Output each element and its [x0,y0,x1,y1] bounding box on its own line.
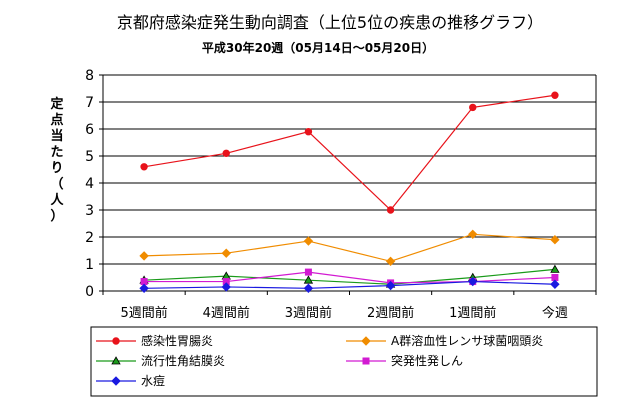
y-axis-label-char: 人 [50,192,64,208]
data-point [385,280,396,291]
series-line [144,233,555,262]
legend-marker [111,356,121,365]
series-2 [139,229,560,267]
data-point [221,282,231,292]
grid-lines [103,74,596,265]
x-tick-labels: 5週間前 4週間前 3週間前 2週間前 1週間前 今週 [120,305,567,321]
legend-item: 水痘 [96,373,165,388]
y-tick-label: 5 [85,149,94,165]
legend-label: 感染性胃腸炎 [141,333,213,348]
series-group [139,91,560,294]
data-point [386,206,395,214]
y-axis-label-char: り [50,161,63,176]
x-tick-label: 3週間前 [285,305,332,321]
series-3 [139,264,560,288]
series-line [143,94,556,211]
y-tick-label: 0 [85,284,94,300]
series-1 [140,91,559,214]
data-point [303,236,314,246]
data-point [469,103,477,112]
data-point [550,264,560,273]
y-axis-label-char: た [50,145,63,160]
data-point [468,229,478,240]
data-point [468,276,478,287]
data-point [222,149,230,158]
legend-marker [111,376,121,386]
data-point [304,268,312,276]
y-tick-label: 4 [85,176,94,192]
data-point [221,248,231,258]
data-point [303,275,314,284]
x-tick-label: 今週 [542,305,568,321]
y-tick-label: 6 [85,122,94,138]
legend-marker [362,357,370,365]
legend-item: A群溶血性レンサ球菌咽頭炎 [346,333,543,348]
x-tick-label: 2週間前 [367,305,414,321]
data-point [550,279,560,289]
series-line [144,271,555,284]
data-point [550,234,560,245]
legend-label: 突発性発しん [391,353,463,368]
legend-item: 突発性発しん [346,353,463,368]
y-tick-label: 3 [85,203,94,219]
legend-item: 感染性胃腸炎 [96,333,213,348]
data-point [140,163,148,171]
chart-title: 京都府感染症発生動向調査（上位5位の疾患の推移グラフ） [117,13,543,32]
legend-label: A群溶血性レンサ球菌咽頭炎 [391,333,543,348]
data-point [385,256,396,267]
x-tick-label: 4週間前 [203,305,250,321]
axes [99,74,597,295]
x-tick-label: 5週間前 [120,305,167,321]
legend-marker [361,336,371,346]
y-tick-label: 7 [85,95,94,111]
y-axis-label-char: 当 [50,128,63,144]
series-line [144,268,555,285]
chart-subtitle: 平成30年20週（05月14日～05月20日） [202,40,434,55]
legend-marker [112,337,120,345]
data-point [303,283,314,294]
series-line [144,280,555,289]
series-5 [139,276,560,294]
x-tick-label: 1週間前 [449,305,496,321]
y-tick-label: 2 [85,230,94,246]
data-point [304,128,313,136]
legend-item: 流行性角結膜炎 [96,354,225,368]
data-point [551,91,559,99]
y-axis-label-char: （ [50,176,63,192]
legend-label: 水痘 [141,373,165,388]
data-point [139,283,149,294]
data-point [139,251,149,261]
legend-label: 流行性角結膜炎 [141,354,225,368]
y-axis-label-char: 定 [49,96,63,112]
y-tick-labels: 0 1 2 3 4 5 6 7 8 [85,68,94,300]
y-tick-label: 8 [85,68,94,84]
y-axis-label-char: ） [50,208,63,224]
legend-frame [90,326,598,397]
y-axis-label-char: 点 [50,112,63,128]
y-tick-label: 1 [85,257,94,273]
